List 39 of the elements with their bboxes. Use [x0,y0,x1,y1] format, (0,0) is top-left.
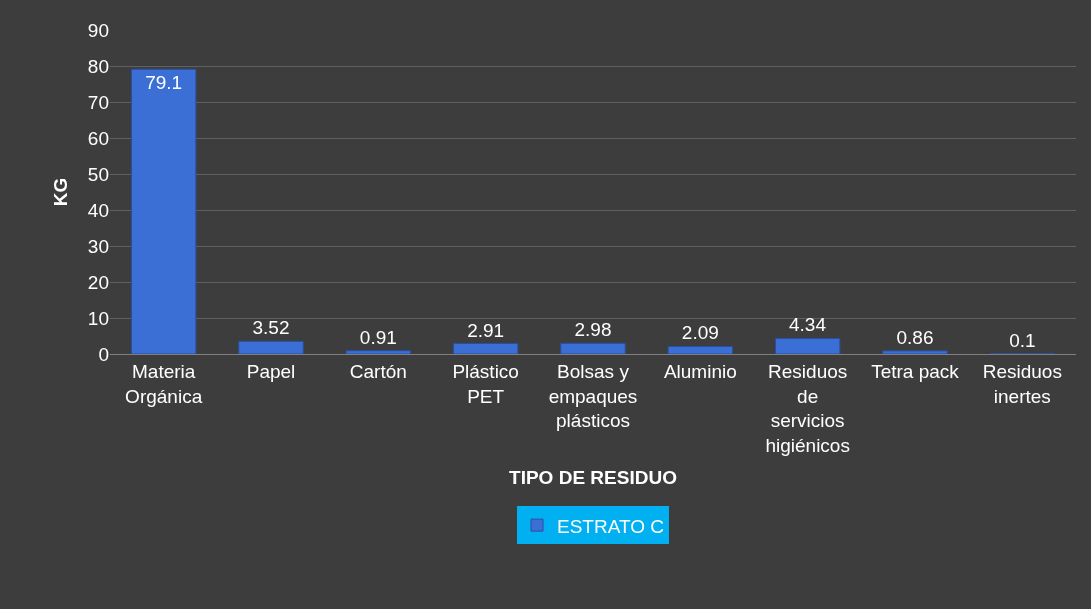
x-tick-label: Plástico PET [452,360,519,407]
y-tick-label: 60 [87,127,109,149]
data-label: 2.91 [467,319,505,341]
bar [345,350,412,354]
bar [560,342,626,354]
bar [130,68,197,354]
y-tick-label: 70 [87,91,109,113]
x-tick-label: Residuos de servicios higiénicos [765,360,850,456]
x-tick-label: Materia Orgánica [125,360,203,407]
data-label: 79.1 [145,72,183,94]
data-label: 2.09 [681,322,719,344]
y-tick-label: 40 [87,199,109,221]
data-label: 0.86 [896,326,934,348]
y-tick-label: 50 [87,163,109,185]
x-tick-label: Residuos inertes [982,360,1062,407]
data-label: 4.34 [788,314,827,336]
legend-label: ESTRATO C [557,515,664,537]
bar [774,337,841,354]
y-tick-label: 10 [87,307,109,329]
y-tick-label: 90 [87,19,109,41]
data-label: 3.52 [252,317,290,339]
x-tick-label: Papel [246,360,296,382]
x-tick-label: Tetra pack [871,360,960,382]
bar [667,345,734,354]
x-tick-label: Aluminio [663,360,737,382]
bar [238,340,304,354]
data-label: 0.1 [1009,329,1036,351]
y-tick-label: 30 [87,235,109,257]
y-tick-label: 80 [87,55,109,77]
data-label: 2.98 [574,319,612,341]
bar [452,343,519,354]
data-label: 0.91 [359,326,397,348]
y-tick-label: 0 [98,343,109,365]
y-axis-title: KG [49,177,71,207]
x-axis-title: TIPO DE RESIDUO [509,466,677,488]
bar [882,350,948,354]
x-tick-label: Cartón [349,360,407,382]
x-tick-label: Bolsas y empaques plásticos [548,360,638,432]
y-tick-label: 20 [87,271,109,293]
